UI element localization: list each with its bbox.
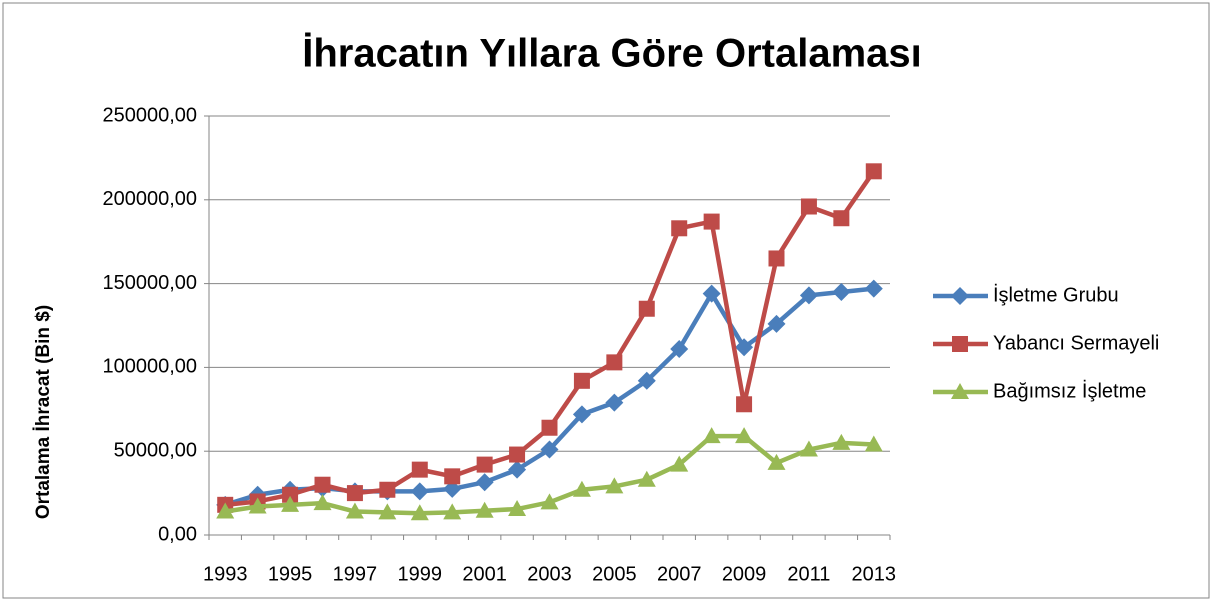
data-point [313, 494, 332, 511]
x-tick-label: 2013 [852, 563, 897, 585]
y-tick-label: 50000,00 [114, 439, 197, 461]
data-point [410, 504, 429, 521]
data-point [833, 210, 850, 227]
y-tick-label: 0,00 [158, 523, 197, 545]
data-point [735, 338, 754, 357]
legend-marker [951, 383, 969, 399]
data-point [443, 479, 462, 498]
data-point [475, 473, 494, 492]
data-point [671, 220, 688, 237]
data-point [702, 284, 721, 303]
data-point [216, 502, 235, 519]
data-point [799, 440, 818, 457]
data-point [799, 286, 818, 305]
data-point [573, 372, 590, 389]
y-tick-label: 200000,00 [102, 188, 197, 210]
data-point [702, 427, 721, 444]
y-tick-label: 150000,00 [102, 272, 197, 294]
data-point [638, 300, 655, 317]
legend-marker [951, 287, 969, 305]
data-point [345, 502, 364, 519]
x-tick-label: 1997 [333, 563, 378, 585]
data-point [605, 477, 624, 494]
data-point [703, 213, 720, 230]
data-point [767, 314, 786, 333]
data-point [443, 503, 462, 520]
data-point [378, 503, 397, 520]
data-point [346, 485, 363, 502]
x-tick-label: 2005 [592, 563, 637, 585]
x-tick-label: 2011 [787, 563, 830, 585]
data-point [670, 455, 689, 472]
data-point [281, 495, 300, 512]
data-point [736, 396, 753, 413]
data-point [832, 282, 851, 301]
legend-label: İşletme Grubu [993, 283, 1119, 306]
data-point [572, 405, 591, 424]
data-point [637, 371, 656, 390]
y-axis-title: Ortalama İhracat (Bin $) [33, 305, 54, 519]
data-point [768, 250, 785, 267]
data-point [864, 279, 883, 298]
data-point [864, 435, 883, 452]
data-point [832, 433, 851, 450]
data-point [637, 470, 656, 487]
data-point [248, 497, 267, 514]
x-tick-label: 1995 [268, 563, 313, 585]
x-tick-label: 2009 [722, 563, 767, 585]
x-tick-label: 2007 [657, 563, 702, 585]
data-point [282, 486, 299, 503]
data-point [476, 456, 493, 473]
data-point [540, 493, 559, 510]
data-point [379, 481, 396, 498]
data-point [509, 446, 526, 463]
chart-title: İhracatın Yıllara Göre Ortalaması [302, 32, 922, 76]
legend-label: Bağımsız İşletme [993, 379, 1146, 402]
x-tick-label: 2001 [462, 563, 507, 585]
data-point [444, 468, 461, 485]
data-point [508, 460, 527, 479]
data-point [606, 354, 623, 371]
x-tick-label: 1999 [398, 563, 443, 585]
data-point [475, 501, 494, 518]
data-point [508, 500, 527, 517]
y-tick-label: 100000,00 [102, 356, 197, 378]
data-point [605, 393, 624, 412]
y-tick-label: 250000,00 [102, 104, 197, 126]
data-point [735, 427, 754, 444]
legend-label: Yabancı Sermayeli [993, 332, 1159, 354]
data-point [767, 453, 786, 470]
x-tick-label: 2003 [527, 563, 572, 585]
data-point [314, 476, 331, 493]
data-point [670, 339, 689, 358]
data-point [865, 163, 882, 180]
data-point [572, 480, 591, 497]
data-point [411, 461, 428, 478]
data-point [800, 198, 817, 215]
data-point [540, 440, 559, 459]
legend-marker [952, 336, 968, 352]
x-tick-label: 1993 [203, 563, 248, 585]
data-point [410, 482, 429, 501]
data-point [541, 419, 558, 436]
